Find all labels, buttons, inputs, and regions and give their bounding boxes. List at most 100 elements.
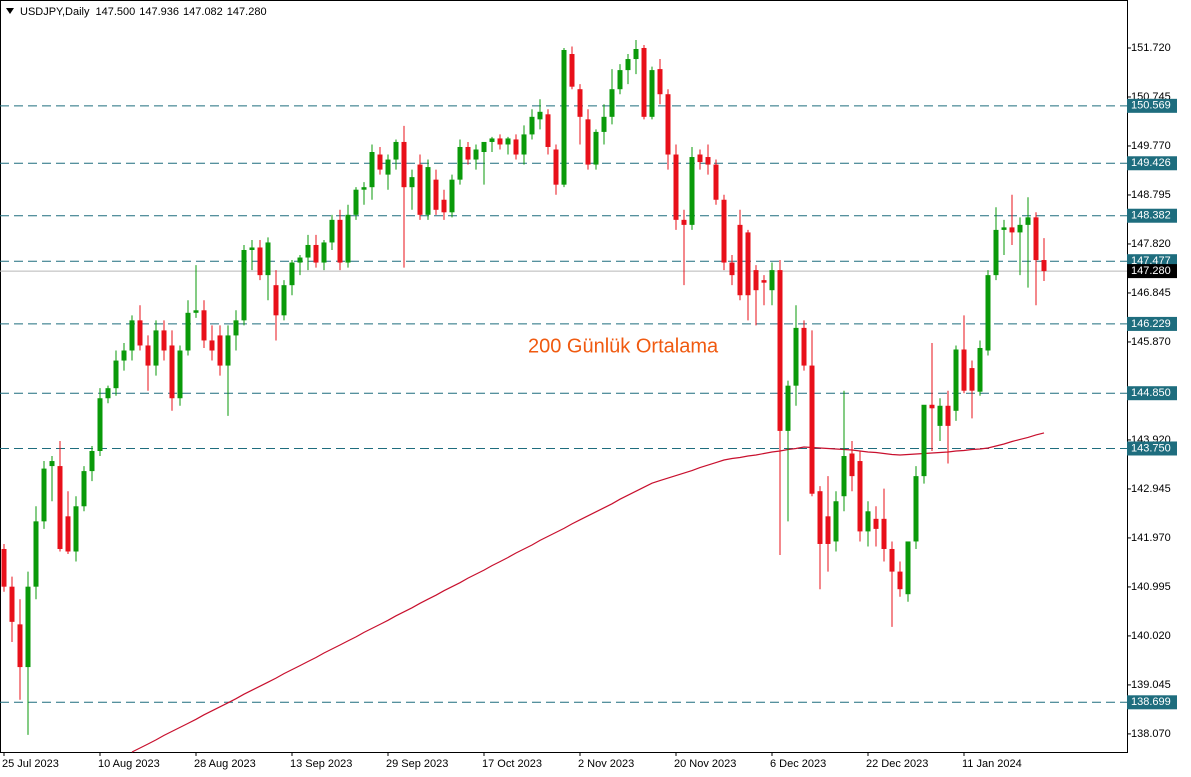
current-price-box	[1127, 264, 1177, 279]
candle-body	[193, 310, 199, 313]
candle-body	[273, 285, 279, 316]
candle-body	[809, 365, 815, 494]
candle-body	[593, 131, 599, 165]
candle-body	[161, 330, 167, 351]
candle-body	[569, 54, 575, 87]
y-tick-label: 141.970	[1131, 532, 1171, 544]
candle-body	[289, 262, 295, 286]
x-tick-label: 6 Dec 2023	[770, 758, 826, 770]
candle-body	[217, 335, 223, 366]
level-label: 148.382	[1131, 210, 1171, 222]
candle-body	[529, 116, 535, 135]
level-label: 146.229	[1131, 318, 1171, 330]
candle-body	[17, 624, 23, 668]
menu-arrow[interactable]	[6, 8, 14, 14]
level-label-box	[1127, 156, 1177, 171]
candle-body	[345, 214, 351, 263]
candle-body	[857, 461, 863, 532]
candle-body	[433, 179, 439, 210]
level-label: 138.699	[1131, 696, 1171, 708]
candle-body	[473, 149, 479, 160]
candle-body	[457, 146, 463, 180]
candle-body	[249, 247, 255, 250]
y-tick-label: 147.820	[1131, 238, 1171, 250]
x-tick-label: 29 Sep 2023	[386, 758, 448, 770]
candle-body	[265, 242, 271, 276]
candle-body	[321, 242, 327, 263]
candle-body	[729, 262, 735, 276]
candle-body	[969, 368, 975, 391]
x-tick-label: 10 Aug 2023	[98, 758, 160, 770]
candle-body	[577, 89, 583, 117]
candle-body	[881, 518, 887, 549]
candle-body	[49, 461, 55, 467]
candle-body	[425, 167, 431, 215]
candle-body	[73, 506, 79, 552]
candle-body	[705, 157, 711, 165]
candle-body	[361, 187, 367, 190]
candle-body	[25, 586, 31, 668]
candle-body	[353, 189, 359, 215]
candle-body	[201, 310, 207, 341]
candle-body	[377, 154, 383, 170]
level-label: 143.750	[1131, 442, 1171, 454]
candle-body	[385, 159, 391, 175]
level-label: 149.426	[1131, 157, 1171, 169]
candle-body	[105, 388, 111, 399]
candle-body	[81, 471, 87, 507]
candle-body	[825, 516, 831, 544]
y-tick-label: 142.945	[1131, 483, 1171, 495]
level-label-box	[1127, 386, 1177, 401]
candle-body	[169, 345, 175, 399]
candle-body	[417, 164, 423, 215]
candle-body	[257, 247, 263, 276]
candle-body	[401, 141, 407, 188]
candle-body	[1033, 217, 1039, 261]
level-label-box	[1127, 98, 1177, 113]
candle-body	[865, 511, 871, 532]
candle-body	[609, 89, 615, 117]
candle-body	[753, 270, 759, 291]
candle-body	[129, 320, 135, 351]
candle-body	[9, 586, 15, 622]
candle-body	[817, 491, 823, 544]
x-tick-label: 2 Nov 2023	[578, 758, 634, 770]
candle-body	[145, 345, 151, 366]
candle-body	[113, 360, 119, 389]
header-value: 147.500	[96, 6, 136, 18]
y-tick-label: 149.770	[1131, 140, 1171, 152]
candle-body	[297, 257, 303, 263]
candle-body	[33, 521, 39, 587]
candle-body	[489, 138, 495, 142]
candle-body	[953, 349, 959, 411]
level-label-box	[1127, 441, 1177, 456]
annotation: 200 Günlük Ortalama	[528, 335, 719, 357]
candle-body	[41, 468, 47, 522]
candle-body	[649, 70, 655, 117]
candle-body	[681, 219, 687, 225]
candle-body	[521, 134, 527, 155]
x-tick-label: 28 Aug 2023	[194, 758, 256, 770]
level-label-box	[1127, 695, 1177, 710]
candle-body	[889, 548, 895, 572]
header-value: 147.082	[183, 6, 223, 18]
candle-body	[905, 541, 911, 595]
candle-body	[225, 335, 231, 366]
candle-body	[313, 244, 319, 263]
x-tick-label: 25 Jul 2023	[2, 758, 59, 770]
candle-body	[745, 232, 751, 296]
candle-body	[841, 456, 847, 497]
level-label: 144.850	[1131, 387, 1171, 399]
candle-body	[281, 285, 287, 316]
x-tick-label: 11 Jan 2024	[962, 758, 1022, 770]
x-tick-label: 17 Oct 2023	[482, 758, 542, 770]
candle-body	[937, 405, 943, 426]
candle-body	[409, 177, 415, 188]
x-tick-label: 13 Sep 2023	[290, 758, 352, 770]
y-tick-label: 148.795	[1131, 189, 1171, 201]
candle-body	[921, 404, 927, 477]
y-tick-label: 139.045	[1131, 679, 1171, 691]
candle-body	[241, 249, 247, 321]
candle-body	[777, 270, 783, 431]
candle-body	[801, 327, 807, 366]
